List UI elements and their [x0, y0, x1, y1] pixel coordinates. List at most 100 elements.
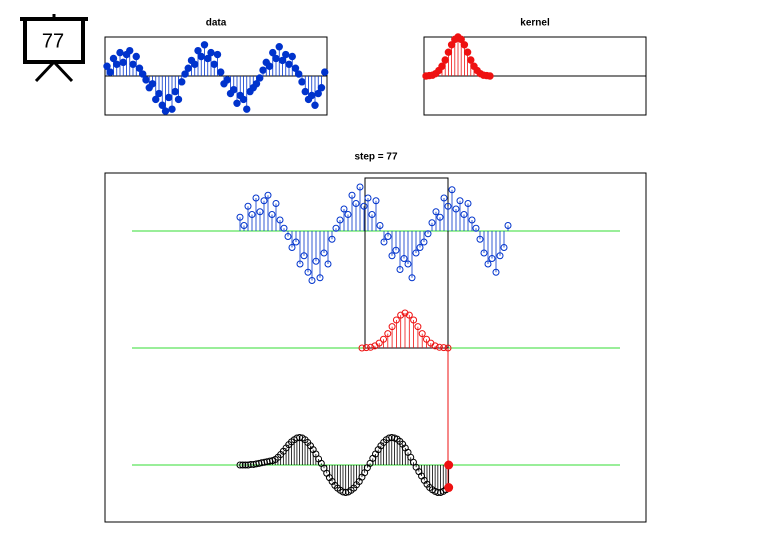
stem-marker	[358, 344, 366, 352]
stem-marker	[476, 235, 484, 243]
stem-marker	[312, 257, 320, 265]
stem-marker	[272, 54, 280, 63]
stem-marker	[375, 339, 383, 347]
stem-marker	[380, 238, 388, 246]
stem-marker	[116, 48, 124, 57]
stem-marker	[438, 62, 446, 70]
stem-marker	[223, 76, 231, 84]
stem-marker	[239, 95, 248, 104]
stem-marker	[256, 74, 264, 82]
current-value	[444, 460, 454, 470]
chart-title: kernel	[520, 18, 550, 29]
stem-marker	[484, 260, 492, 268]
stem-marker	[184, 64, 192, 72]
stem-marker	[405, 311, 413, 319]
stem-marker	[210, 60, 218, 69]
stem-marker	[472, 224, 480, 232]
stem-marker	[404, 260, 412, 268]
stem-marker	[324, 260, 332, 268]
stem-marker	[360, 202, 368, 210]
stem-marker	[496, 252, 504, 260]
stem-marker	[321, 68, 329, 76]
current-value	[444, 483, 454, 493]
stem-marker	[424, 230, 432, 238]
stem-marker	[158, 101, 166, 109]
stem-marker	[418, 330, 426, 338]
stem-marker	[265, 62, 274, 70]
stem-marker	[139, 70, 147, 78]
stem-marker	[276, 216, 284, 224]
stem-marker	[126, 46, 134, 55]
stem-marker	[392, 246, 400, 254]
stem-marker	[457, 35, 465, 44]
stem-marker	[488, 255, 496, 262]
stem-marker	[435, 343, 443, 351]
stem-marker	[314, 89, 322, 98]
stem-marker	[244, 202, 252, 210]
stem-marker	[252, 80, 261, 88]
stem-marker	[113, 60, 121, 69]
stem-marker	[316, 274, 324, 282]
kernel-window	[364, 177, 449, 349]
stem-marker	[410, 316, 418, 324]
stem-marker	[165, 93, 173, 102]
stem-marker	[181, 70, 189, 78]
stem-marker	[148, 80, 157, 88]
stem-marker	[504, 222, 512, 229]
stem-marker	[213, 50, 222, 59]
stem-marker	[420, 238, 428, 246]
stem-marker	[444, 344, 452, 352]
stem-marker	[106, 68, 114, 76]
stem-marker	[328, 235, 336, 243]
stem-marker	[155, 89, 163, 98]
stem-marker	[284, 233, 292, 240]
stem-marker	[233, 99, 241, 108]
stem-marker	[362, 344, 370, 352]
icon-leg	[52, 60, 74, 83]
stem-marker	[197, 52, 205, 61]
stem-marker	[109, 54, 118, 63]
stem-marker	[416, 244, 424, 251]
stem-marker	[348, 191, 356, 199]
step-icon: 77	[20, 14, 88, 83]
stem-marker	[320, 249, 328, 257]
stem-marker	[423, 335, 430, 343]
axes-box	[104, 172, 647, 523]
stem-marker	[384, 330, 392, 338]
stem-marker	[132, 52, 140, 61]
stem-marker	[388, 323, 396, 331]
stem-marker	[259, 66, 267, 74]
stem-marker	[240, 222, 248, 229]
stem-marker	[252, 194, 260, 202]
stem-marker	[272, 200, 280, 207]
stem-marker	[200, 41, 209, 49]
stem-marker	[129, 60, 137, 69]
stem-marker	[308, 277, 316, 284]
stem-marker	[368, 211, 376, 218]
stem-marker	[441, 56, 449, 64]
stem-marker	[440, 194, 448, 202]
stem-marker	[236, 461, 244, 469]
stem-marker	[191, 60, 199, 69]
stem-marker	[194, 46, 202, 55]
stem-marker	[248, 211, 256, 218]
stem-marker	[142, 76, 150, 84]
stem-marker	[268, 211, 276, 218]
stem-marker	[296, 260, 304, 268]
stem-marker	[264, 191, 272, 199]
stem-marker	[464, 200, 472, 207]
stem-marker	[275, 43, 283, 51]
stem-marker	[204, 54, 212, 63]
stem-marker	[460, 41, 469, 49]
chart-title: step = 77	[354, 152, 398, 163]
stem-marker	[239, 461, 247, 469]
stem-marker	[292, 238, 300, 246]
stem-marker	[397, 311, 405, 319]
stem-marker	[119, 58, 127, 67]
stem-marker	[432, 208, 440, 216]
stem-marker	[269, 48, 277, 57]
stem-marker	[380, 335, 387, 343]
stem-marker	[440, 344, 448, 352]
stem-marker	[300, 252, 308, 260]
